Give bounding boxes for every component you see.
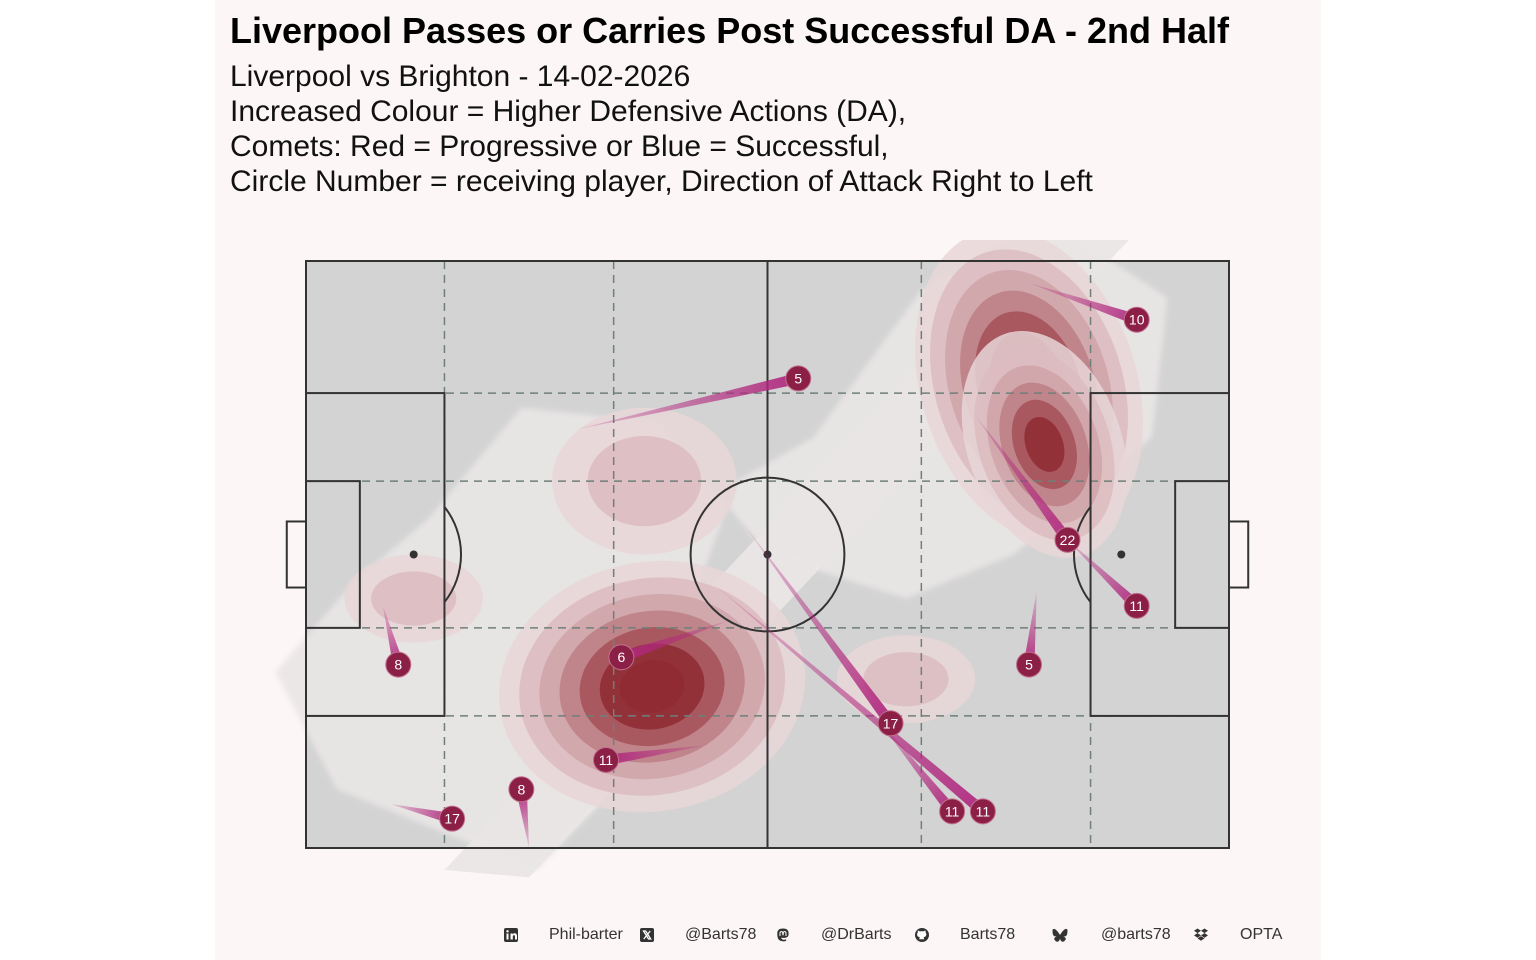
x-twitter-icon bbox=[640, 928, 654, 942]
receiver-number: 8 bbox=[517, 781, 525, 797]
right-penalty-spot bbox=[1117, 550, 1126, 559]
receiver-marker: 11 bbox=[1123, 592, 1150, 619]
right-penalty-arc bbox=[1073, 506, 1092, 603]
subtitle-line-4: Circle Number = receiving player, Direct… bbox=[230, 165, 1093, 198]
receiver-marker: 11 bbox=[969, 798, 996, 825]
receiver-number: 22 bbox=[1060, 532, 1076, 548]
comet-trail bbox=[619, 620, 730, 663]
receiver-circle bbox=[608, 644, 635, 671]
receiver-circle bbox=[439, 805, 466, 832]
comet-trail bbox=[975, 415, 1072, 544]
receiver-circle bbox=[785, 365, 812, 392]
comet-trail bbox=[390, 803, 454, 824]
subtitle-line-3: Comets: Red = Progressive or Blue = Succ… bbox=[230, 130, 889, 163]
footer-credit-text: OPTA bbox=[1240, 926, 1283, 943]
linkedin-icon bbox=[504, 928, 518, 942]
subtitle-line-2: Increased Colour = Higher Defensive Acti… bbox=[230, 95, 907, 128]
density-hotspot bbox=[961, 331, 1128, 558]
receiver-number: 8 bbox=[394, 657, 402, 673]
receiver-circle bbox=[508, 776, 535, 803]
comet-trail bbox=[744, 525, 895, 727]
github-icon bbox=[915, 928, 929, 942]
footer-credit-text: Barts78 bbox=[960, 926, 1016, 943]
left-penalty-spot bbox=[409, 550, 418, 559]
receiver-number: 5 bbox=[794, 370, 802, 386]
left-penalty-arc bbox=[443, 506, 462, 603]
receiver-marker: 8 bbox=[508, 776, 535, 803]
comet-trail bbox=[382, 605, 404, 666]
density-contour bbox=[371, 571, 457, 626]
receiver-circle bbox=[385, 651, 412, 678]
comet-layer bbox=[382, 283, 1141, 848]
receiver-circle bbox=[592, 746, 619, 773]
receiver-marker: 11 bbox=[592, 746, 619, 773]
receiver-marker: 11 bbox=[939, 798, 966, 825]
receiver-number: 6 bbox=[617, 649, 625, 665]
density-hotspot bbox=[499, 560, 806, 813]
marker-layer: 10 5 22 11 5 6 8 17 11 11 11 8 17 bbox=[385, 306, 1150, 832]
receiver-marker: 5 bbox=[785, 365, 812, 392]
comet-trail bbox=[605, 745, 706, 766]
receiver-marker: 5 bbox=[1016, 651, 1043, 678]
receiver-marker: 17 bbox=[877, 710, 904, 737]
footer-credit-text: @DrBarts bbox=[821, 926, 892, 943]
dropbox-icon bbox=[1194, 928, 1208, 941]
chart-title: Liverpool Passes or Carries Post Success… bbox=[230, 10, 1229, 51]
receiver-number: 11 bbox=[599, 752, 614, 768]
receiver-circle bbox=[1054, 526, 1081, 553]
receiver-number: 10 bbox=[1129, 312, 1145, 328]
footer-credit-text: @Barts78 bbox=[685, 926, 757, 943]
mastodon-icon bbox=[777, 928, 789, 942]
comet-trail bbox=[875, 715, 957, 815]
receiver-circle bbox=[1123, 306, 1150, 333]
receiver-number: 17 bbox=[883, 715, 899, 731]
center-circle bbox=[689, 476, 846, 633]
right-goal bbox=[1228, 520, 1250, 589]
comet-trail bbox=[1023, 591, 1037, 666]
receiver-circle bbox=[939, 798, 966, 825]
receiver-marker: 6 bbox=[608, 644, 635, 671]
density-contour bbox=[863, 652, 949, 707]
receiver-number: 11 bbox=[945, 803, 960, 819]
receiver-number: 17 bbox=[444, 811, 460, 827]
chart-subtitle: Liverpool vs Brighton - 14-02-2026 Incre… bbox=[230, 59, 1093, 199]
receiver-circle bbox=[1016, 651, 1043, 678]
left-goal bbox=[285, 520, 308, 589]
comet-trail bbox=[515, 788, 530, 848]
comet-trail bbox=[1067, 539, 1141, 610]
footer-credits: Phil-barter @Barts78 @DrBarts Barts78 @barts… bbox=[0, 926, 1536, 946]
receiver-number: 11 bbox=[1129, 598, 1144, 614]
density-contour bbox=[1024, 416, 1065, 472]
receiver-circle bbox=[877, 710, 904, 737]
comet-trail bbox=[713, 583, 987, 816]
receiver-circle bbox=[1123, 592, 1150, 619]
density-layer bbox=[275, 240, 1168, 878]
subtitle-line-1: Liverpool vs Brighton - 14-02-2026 bbox=[230, 60, 691, 93]
receiver-number: 5 bbox=[1025, 657, 1033, 673]
comet-trail bbox=[575, 373, 800, 430]
comet-trail bbox=[1029, 283, 1139, 325]
footer-credit-text: Phil-barter bbox=[549, 926, 623, 943]
receiver-circle bbox=[969, 798, 996, 825]
receiver-number: 11 bbox=[976, 803, 991, 819]
density-hotspot bbox=[344, 554, 483, 643]
receiver-marker: 17 bbox=[439, 805, 466, 832]
receiver-marker: 8 bbox=[385, 651, 412, 678]
density-contour bbox=[619, 660, 685, 714]
footer-credit-text: @barts78 bbox=[1101, 926, 1171, 943]
bluesky-icon bbox=[1052, 928, 1068, 942]
receiver-marker: 22 bbox=[1054, 526, 1081, 553]
receiver-marker: 10 bbox=[1123, 306, 1150, 333]
pitch-markings bbox=[285, 260, 1250, 849]
